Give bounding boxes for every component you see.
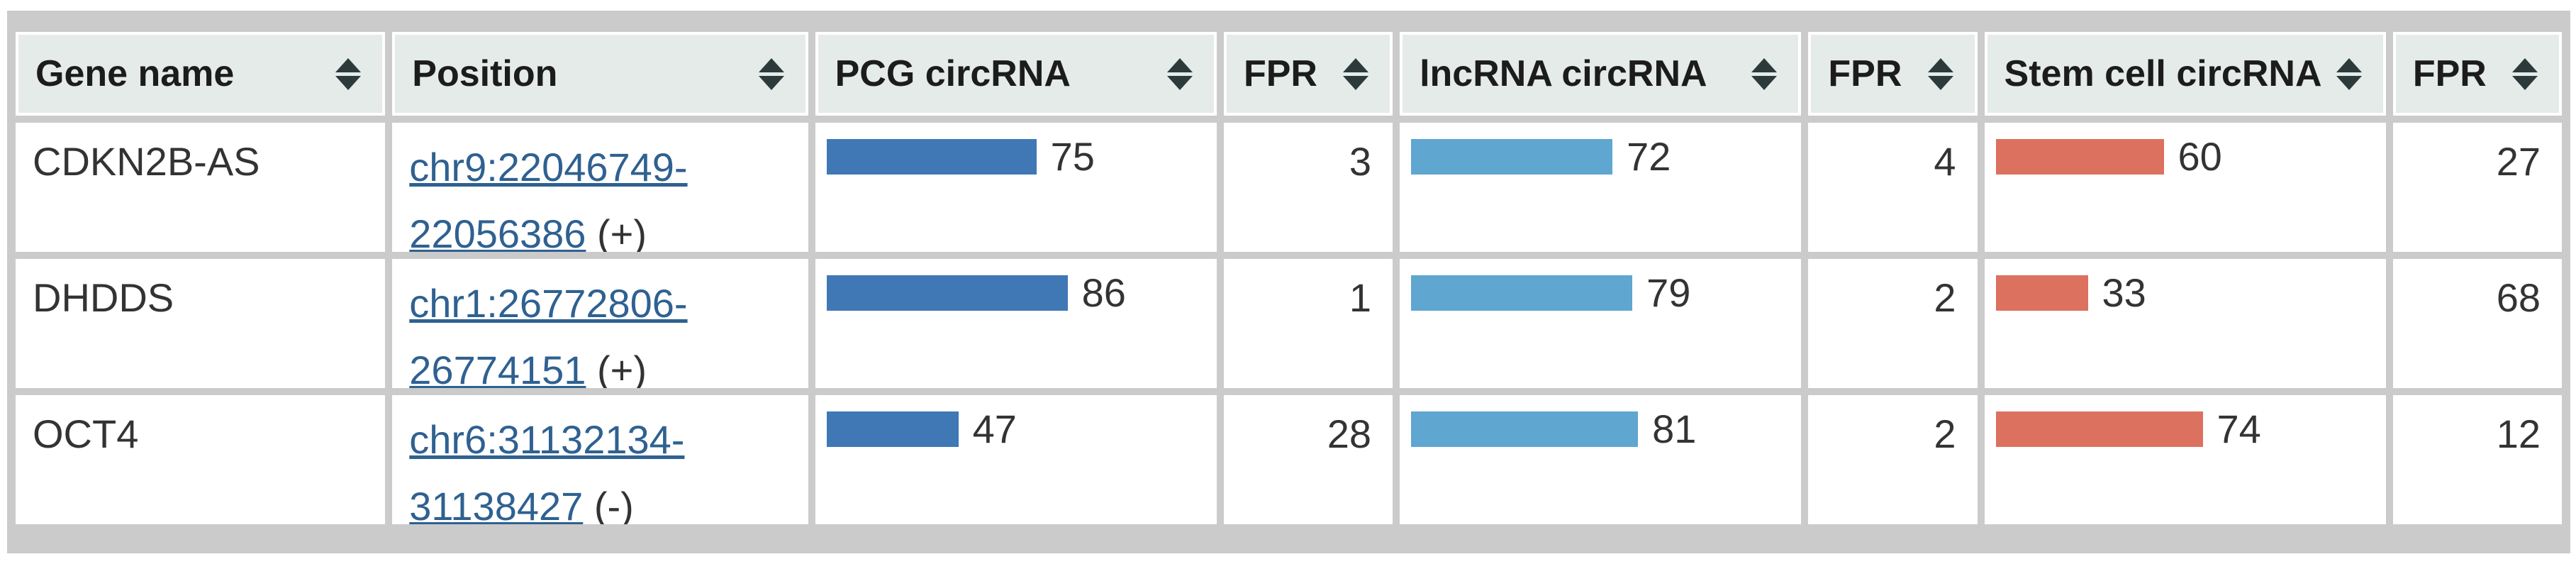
lncrna-circrna-cell: 81: [1400, 395, 1802, 524]
column-header-label: Position: [412, 53, 558, 94]
column-header-position[interactable]: Position: [392, 32, 808, 116]
stem-circrna-value: 33: [2102, 270, 2146, 315]
circrna-table: Gene name Position PCG circRNA FPR lncRN…: [7, 11, 2570, 553]
lncrna-circrna-value: 79: [1646, 270, 1691, 315]
sort-icon[interactable]: [1927, 57, 1953, 90]
position-link[interactable]: chr9:22046749-22056386: [409, 145, 688, 252]
strand-label: (-): [593, 484, 634, 524]
column-header-gene-name[interactable]: Gene name: [16, 32, 386, 116]
lncrna-circrna-value: 72: [1627, 134, 1671, 179]
stem-circrna-cell: 60: [1984, 123, 2386, 252]
stem-circrna-cell: 33: [1984, 259, 2386, 388]
lncrna-circrna-bar: [1411, 139, 1613, 175]
stem-fpr-cell: 68: [2392, 259, 2562, 388]
column-header-label: Gene name: [35, 53, 235, 94]
position-link[interactable]: chr6:31132134-31138427: [409, 417, 685, 524]
pcg-circrna-cell: 86: [815, 259, 1217, 388]
sort-icon[interactable]: [1343, 57, 1369, 90]
column-header-label: FPR: [1243, 53, 1317, 94]
strand-label: (+): [597, 348, 647, 388]
pcg-circrna-cell: 75: [815, 123, 1217, 252]
lncrna-fpr-cell: 2: [1808, 259, 1978, 388]
column-header-label: FPR: [1828, 53, 1902, 94]
pcg-circrna-bar: [826, 411, 959, 447]
pcg-circrna-cell: 47: [815, 395, 1217, 524]
lncrna-circrna-bar: [1411, 275, 1633, 311]
column-header-stem-cell-circrna[interactable]: Stem cell circRNA: [1984, 32, 2386, 116]
column-header-label: FPR: [2412, 53, 2487, 94]
position-cell: chr6:31132134-31138427 (-): [392, 395, 808, 524]
column-header-lncrna-fpr[interactable]: FPR: [1808, 32, 1978, 116]
lncrna-fpr-cell: 2: [1808, 395, 1978, 524]
sort-icon[interactable]: [1751, 57, 1778, 90]
sort-icon[interactable]: [335, 57, 362, 90]
stem-circrna-value: 60: [2178, 134, 2222, 179]
lncrna-circrna-value: 81: [1652, 407, 1697, 451]
column-header-label: Stem cell circRNA: [2004, 53, 2322, 94]
pcg-fpr-cell: 3: [1223, 123, 1393, 252]
pcg-fpr-cell: 28: [1223, 395, 1393, 524]
strand-label: (+): [597, 211, 647, 252]
lncrna-fpr-cell: 4: [1808, 123, 1978, 252]
sort-icon[interactable]: [758, 57, 784, 90]
pcg-circrna-bar: [826, 275, 1068, 311]
column-header-lncrna-circrna[interactable]: lncRNA circRNA: [1400, 32, 1802, 116]
lncrna-circrna-cell: 79: [1400, 259, 1802, 388]
pcg-circrna-value: 47: [972, 407, 1017, 451]
pcg-fpr-cell: 1: [1223, 259, 1393, 388]
stem-circrna-bar: [1995, 139, 2164, 175]
column-header-pcg-fpr[interactable]: FPR: [1223, 32, 1393, 116]
stem-circrna-value: 74: [2217, 407, 2261, 451]
stem-circrna-cell: 74: [1984, 395, 2386, 524]
position-cell: chr9:22046749-22056386 (+): [392, 123, 808, 252]
stem-circrna-bar: [1995, 411, 2203, 447]
sort-icon[interactable]: [2336, 57, 2362, 90]
column-header-pcg-circrna[interactable]: PCG circRNA: [815, 32, 1217, 116]
column-header-stem-fpr[interactable]: FPR: [2392, 32, 2562, 116]
sort-icon[interactable]: [1166, 57, 1193, 90]
stem-fpr-cell: 27: [2392, 123, 2562, 252]
sort-icon[interactable]: [2512, 57, 2538, 90]
stem-circrna-bar: [1995, 275, 2088, 311]
lncrna-circrna-bar: [1411, 411, 1639, 447]
column-header-label: PCG circRNA: [835, 53, 1071, 94]
column-header-label: lncRNA circRNA: [1420, 53, 1707, 94]
pcg-circrna-bar: [826, 139, 1037, 175]
pcg-circrna-value: 86: [1081, 270, 1126, 315]
gene-name-cell: DHDDS: [16, 259, 386, 388]
gene-name-cell: CDKN2B-AS: [16, 123, 386, 252]
position-cell: chr1:26772806-26774151 (+): [392, 259, 808, 388]
gene-name-cell: OCT4: [16, 395, 386, 524]
position-link[interactable]: chr1:26772806-26774151: [409, 281, 688, 388]
table-grid: Gene name Position PCG circRNA FPR lncRN…: [16, 32, 2562, 524]
pcg-circrna-value: 75: [1050, 134, 1095, 179]
stem-fpr-cell: 12: [2392, 395, 2562, 524]
lncrna-circrna-cell: 72: [1400, 123, 1802, 252]
